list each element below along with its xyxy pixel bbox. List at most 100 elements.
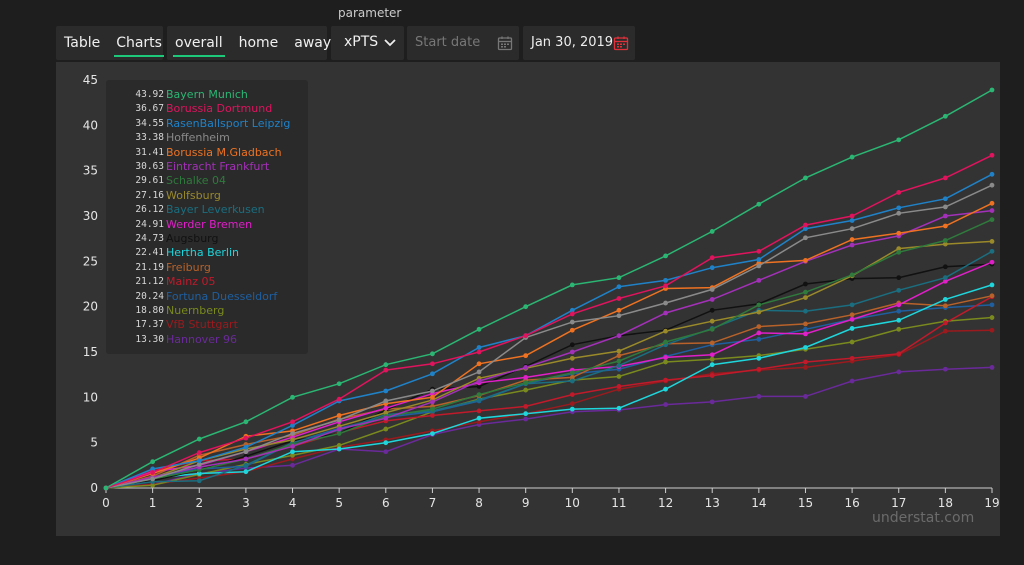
series-point bbox=[756, 336, 762, 342]
series-point bbox=[942, 328, 948, 334]
series-point bbox=[803, 235, 808, 241]
series-point bbox=[849, 226, 855, 232]
series-point bbox=[336, 381, 342, 387]
series-point bbox=[896, 275, 902, 281]
y-tick-label: 30 bbox=[83, 209, 98, 223]
series-point bbox=[896, 317, 902, 323]
series-point bbox=[616, 313, 622, 319]
series-point bbox=[476, 392, 482, 398]
series-point bbox=[476, 384, 482, 389]
series-point bbox=[290, 456, 295, 462]
series-point bbox=[896, 230, 902, 236]
tab-overall[interactable]: overall bbox=[167, 26, 231, 60]
series-point bbox=[430, 413, 435, 418]
x-tick-label: 19 bbox=[984, 496, 999, 510]
series-point bbox=[569, 349, 575, 355]
series-point bbox=[942, 204, 948, 210]
series-point bbox=[616, 405, 622, 411]
series-point bbox=[849, 312, 855, 318]
tab-table[interactable]: Table bbox=[64, 35, 101, 51]
series-point bbox=[569, 370, 575, 376]
series-point bbox=[989, 248, 995, 254]
series-point bbox=[942, 278, 948, 284]
series-point bbox=[663, 300, 668, 306]
series-point bbox=[663, 355, 668, 360]
legend-label: Fortuna Duesseldorf bbox=[166, 289, 278, 303]
calendar-icon[interactable] bbox=[613, 35, 629, 51]
start-date-input[interactable]: Start date bbox=[407, 26, 519, 60]
series-point bbox=[849, 218, 855, 223]
series-point bbox=[942, 275, 948, 281]
y-tick-label: 35 bbox=[83, 164, 98, 178]
series-point bbox=[849, 302, 855, 308]
series-point bbox=[243, 462, 249, 468]
legend-value: 30.63 bbox=[135, 161, 164, 172]
series-point bbox=[989, 365, 995, 370]
legend-value: 43.92 bbox=[135, 89, 164, 100]
series-point bbox=[989, 282, 995, 288]
x-tick-label: 1 bbox=[149, 496, 157, 510]
series-point bbox=[476, 378, 482, 384]
legend-value: 18.80 bbox=[135, 305, 164, 316]
tab-charts[interactable]: Charts bbox=[108, 26, 170, 60]
legend-label: Wolfsburg bbox=[166, 188, 221, 202]
series-point bbox=[523, 416, 529, 422]
series-line bbox=[105, 154, 993, 489]
series-point bbox=[849, 242, 855, 248]
legend-label: Eintracht Frankfurt bbox=[166, 160, 270, 173]
series-point bbox=[616, 296, 622, 301]
series-point bbox=[756, 394, 762, 399]
series-point bbox=[709, 373, 715, 378]
series-point bbox=[942, 303, 948, 309]
series-point bbox=[803, 222, 808, 228]
series-point bbox=[663, 277, 668, 283]
series-point bbox=[150, 482, 156, 488]
series-point bbox=[849, 272, 855, 278]
legend-value: 24.91 bbox=[135, 218, 164, 230]
series-point bbox=[663, 386, 668, 392]
legend-label: Hoffenheim bbox=[166, 131, 230, 145]
series-point bbox=[709, 255, 715, 261]
series-point bbox=[616, 275, 622, 281]
series-point bbox=[803, 289, 808, 295]
series-point bbox=[849, 326, 855, 331]
series-point bbox=[849, 154, 855, 160]
series-point bbox=[849, 213, 855, 219]
parameter-select[interactable]: xPTS bbox=[331, 26, 404, 60]
tab-away[interactable]: away bbox=[294, 35, 332, 51]
legend-value: 26.12 bbox=[135, 204, 164, 216]
series-point bbox=[896, 205, 902, 211]
series-point bbox=[942, 223, 948, 229]
series-point bbox=[290, 452, 295, 458]
view-toggle: Table Charts bbox=[56, 26, 164, 60]
series-point bbox=[383, 398, 389, 404]
series-point bbox=[383, 410, 389, 416]
legend-label: Bayern Munich bbox=[166, 88, 248, 101]
series-point bbox=[803, 175, 808, 181]
series-point bbox=[849, 339, 855, 345]
series-point bbox=[896, 351, 902, 357]
series-point bbox=[803, 308, 808, 314]
calendar-icon[interactable] bbox=[497, 35, 513, 51]
series-point bbox=[989, 152, 995, 158]
series-line bbox=[105, 329, 993, 489]
series-line bbox=[105, 184, 993, 489]
series-point bbox=[942, 113, 948, 119]
legend-label: Mainz 05 bbox=[166, 275, 216, 289]
end-date-input[interactable]: Jan 30, 2019 bbox=[523, 26, 635, 60]
tab-home[interactable]: home bbox=[238, 35, 279, 51]
series-point bbox=[849, 316, 855, 322]
legend-value: 17.37 bbox=[135, 319, 164, 331]
legend-value: 13.30 bbox=[135, 333, 164, 345]
series-point bbox=[709, 229, 715, 234]
series-point bbox=[476, 345, 482, 350]
series-point bbox=[989, 87, 995, 93]
series-point bbox=[476, 419, 482, 425]
series-point bbox=[616, 353, 622, 359]
series-point bbox=[569, 282, 575, 288]
x-tick-label: 7 bbox=[429, 496, 437, 510]
series-point bbox=[430, 406, 435, 412]
legend-label: VfB Stuttgart bbox=[166, 318, 238, 332]
series-point bbox=[290, 462, 295, 468]
